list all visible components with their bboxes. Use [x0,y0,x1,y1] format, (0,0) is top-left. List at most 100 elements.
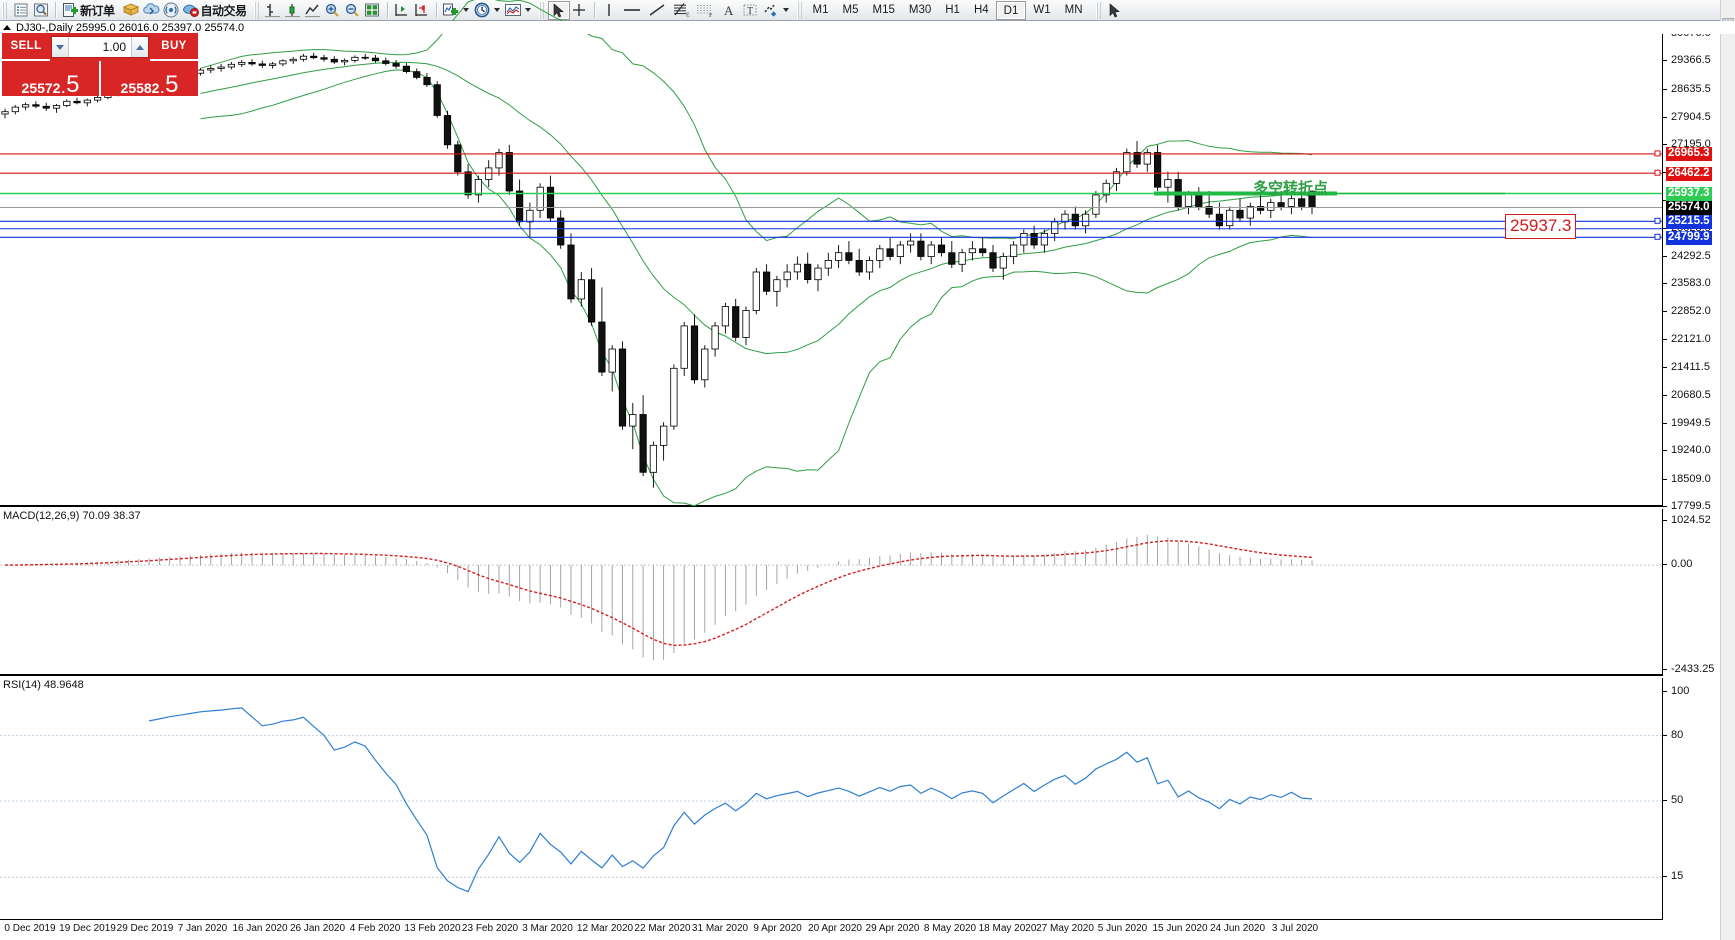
templates-chevron-down-icon[interactable] [523,1,534,20]
rsi-label: RSI(14) 48.9648 [3,679,84,691]
date-axis-label: 0 Dec 2019 [4,923,56,934]
equidistant-channel-icon[interactable]: F [693,1,717,20]
main-toolbar[interactable]: 新订单 自动交易 [0,0,1735,21]
indicators-chevron-down-icon[interactable] [461,1,472,20]
date-axis-label: 8 May 2020 [923,923,977,934]
date-axis-label: 31 Mar 2020 [691,923,749,934]
periods-chevron-down-icon[interactable] [492,1,503,20]
rsi-canvas[interactable] [0,678,1662,920]
timeframe-button-mn[interactable]: MN [1064,3,1083,16]
data-window-icon[interactable] [31,1,51,20]
text-icon[interactable]: A [717,1,739,20]
price-tag-resistance[interactable]: 26965.3 [1666,147,1712,162]
market-watch-icon[interactable] [11,1,31,20]
date-axis-label: 29 Dec 2019 [116,923,174,934]
sell-price[interactable]: 25572 . 5 [2,61,101,96]
price-tag-support[interactable]: 25937.3 [1666,186,1712,201]
vertical-scrollbar[interactable] [1720,0,1735,940]
templates-icon[interactable] [503,1,523,20]
toolbar-grip-4[interactable] [796,1,804,19]
macd-pane[interactable]: MACD(12,26,9) 70.09 38.37 [0,509,1662,676]
one-click-trading-header: SELL 1.00 BUY [2,33,198,61]
bar-chart-icon[interactable] [263,1,283,20]
timeframe-button-h1[interactable]: H1 [945,3,960,16]
price-axis-tick: 23583.0 [1663,277,1711,289]
zoom-in-icon[interactable] [323,1,343,20]
horizontal-line-icon[interactable] [619,1,645,20]
volume-increase-button[interactable] [131,37,148,57]
auto-scroll-icon[interactable] [392,1,412,20]
vertical-line-icon[interactable] [599,1,619,20]
toolbar-grip[interactable] [2,1,9,19]
volume-stepper[interactable]: 1.00 [51,36,149,58]
macd-canvas[interactable] [0,509,1662,676]
cursor-icon[interactable] [547,0,570,20]
timeframe-button-h4[interactable]: H4 [973,3,989,16]
date-axis-label: 5 Jun 2020 [1097,923,1148,934]
autotrading-icon[interactable] [181,1,201,20]
draw-objects-chevron-down-icon[interactable] [781,1,792,20]
toolbar-separator-3 [386,2,388,18]
date-axis-label: 9 Apr 2020 [753,923,802,934]
signals-icon[interactable] [161,1,181,20]
volume-value[interactable]: 1.00 [102,40,126,54]
date-axis-label: 16 Jan 2020 [232,923,288,934]
expert-advisors-icon[interactable] [121,1,141,20]
fibonacci-retracement-icon[interactable]: E [669,1,693,20]
date-axis-label: 15 Jun 2020 [1152,923,1208,934]
chart-shift-icon[interactable] [412,1,432,20]
price-tag-support[interactable]: 25215.5 [1666,214,1712,229]
rsi-pane[interactable]: RSI(14) 48.9648 [0,678,1662,920]
rsi-axis-tick: 15 [1663,870,1683,882]
sell-button[interactable]: SELL [2,33,50,61]
pointer-select-icon[interactable] [1105,1,1125,20]
trendline-icon[interactable] [645,1,669,20]
price-tag-resistance[interactable]: 26462.2 [1666,166,1712,181]
sell-price-integer: 25572 [21,80,61,96]
collapse-triangle-icon[interactable] [3,23,12,32]
horizontal-level-lines[interactable] [0,150,1662,240]
date-axis-label: 22 Mar 2020 [634,923,691,934]
timeframe-button-m1[interactable]: M1 [812,3,829,16]
crosshair-icon[interactable] [570,1,590,20]
sell-price-fraction: 5 [66,70,80,98]
date-axis[interactable]: 0 Dec 2019 19 Dec 2019 29 Dec 2019 7 Jan 20… [0,921,1735,940]
price-axis-tick: 22852.0 [1663,305,1711,317]
price-tag-support[interactable]: 24799.9 [1666,230,1712,245]
periods-icon[interactable] [472,1,492,20]
timeframe-button-d1[interactable]: D1 [995,0,1027,20]
volume-decrease-button[interactable] [52,37,69,57]
line-chart-icon[interactable] [303,1,323,20]
timeframe-button-m30[interactable]: M30 [908,3,932,16]
bollinger-upper-band [200,0,1313,242]
rsi-axis-tick: 100 [1663,685,1689,697]
macd-axis-tick: 1024.52 [1663,514,1711,526]
price-chart-canvas[interactable] [0,0,1662,507]
timeframe-button-w1[interactable]: W1 [1033,3,1051,16]
price-chart-pane[interactable]: 多空转折点 25937.3 [0,0,1662,507]
draw-objects-icon[interactable] [761,1,781,20]
indicators-icon[interactable] [441,1,461,20]
toolbar-grip-5[interactable] [1095,1,1103,19]
timeframe-group[interactable]: M1 M5 M15 M30 H1 H4 D1 W1 MN [806,0,1090,20]
timeframe-button-m15[interactable]: M15 [872,3,895,16]
macd-axis-tick: 0.00 [1663,558,1692,570]
autotrading-label[interactable]: 自动交易 [200,3,248,18]
date-axis-label: 20 Apr 2020 [808,923,862,934]
price-tag-last-price[interactable]: 25574.0 [1666,200,1712,215]
buy-button[interactable]: BUY [150,33,198,61]
one-click-trading-panel[interactable]: SELL 1.00 BUY 25572 . 5 25582 . 5 [2,33,198,96]
zoom-out-icon[interactable] [343,1,363,20]
mql5-community-icon[interactable] [141,1,161,20]
price-axis[interactable]: 30076.029366.528635.527904.527195.026462… [1662,27,1735,512]
toolbar-grip-2[interactable] [253,1,261,19]
buy-price[interactable]: 25582 . 5 [101,61,198,96]
new-order-label[interactable]: 新订单 [80,3,115,18]
timeframe-button-m5[interactable]: M5 [842,3,859,16]
price-axis-tick: 22121.0 [1663,333,1711,345]
new-order-icon[interactable] [60,1,80,20]
tile-windows-icon[interactable] [363,1,383,20]
candlestick-chart-icon[interactable] [283,1,303,20]
text-label-icon[interactable]: T [739,1,761,20]
price-axis-tick: 19949.5 [1663,417,1711,429]
